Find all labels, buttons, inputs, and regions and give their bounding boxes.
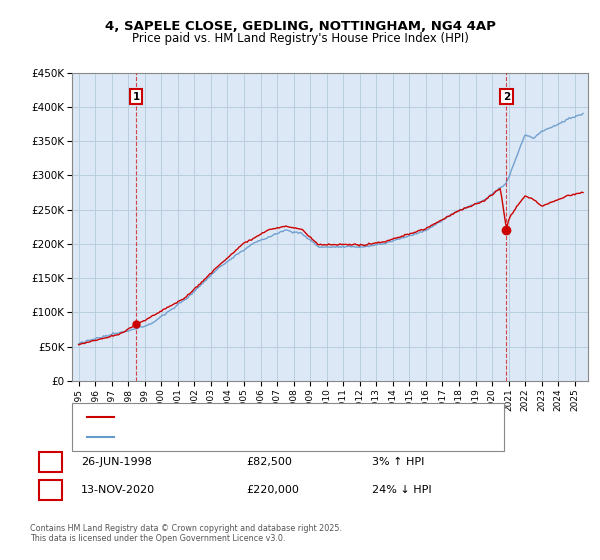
Text: 4, SAPELE CLOSE, GEDLING, NOTTINGHAM, NG4 4AP (detached house): 4, SAPELE CLOSE, GEDLING, NOTTINGHAM, NG… <box>120 412 472 422</box>
Text: 26-JUN-1998: 26-JUN-1998 <box>81 457 152 467</box>
Text: 3% ↑ HPI: 3% ↑ HPI <box>372 457 424 467</box>
Text: 24% ↓ HPI: 24% ↓ HPI <box>372 485 431 495</box>
Text: 2: 2 <box>47 485 54 495</box>
Text: £220,000: £220,000 <box>246 485 299 495</box>
Text: 2: 2 <box>503 92 510 102</box>
Text: HPI: Average price, detached house, Gedling: HPI: Average price, detached house, Gedl… <box>120 432 343 442</box>
Text: 4, SAPELE CLOSE, GEDLING, NOTTINGHAM, NG4 4AP: 4, SAPELE CLOSE, GEDLING, NOTTINGHAM, NG… <box>104 20 496 32</box>
Text: Contains HM Land Registry data © Crown copyright and database right 2025.
This d: Contains HM Land Registry data © Crown c… <box>30 524 342 543</box>
Text: 1: 1 <box>133 92 140 102</box>
Text: Price paid vs. HM Land Registry's House Price Index (HPI): Price paid vs. HM Land Registry's House … <box>131 32 469 45</box>
Text: 1: 1 <box>47 457 54 467</box>
Text: 13-NOV-2020: 13-NOV-2020 <box>81 485 155 495</box>
Text: £82,500: £82,500 <box>246 457 292 467</box>
